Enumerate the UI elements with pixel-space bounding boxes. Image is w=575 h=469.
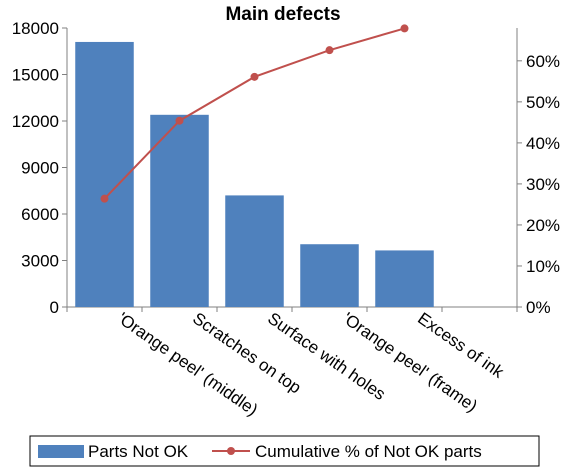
y-tick-label: 12000 [12, 112, 59, 131]
y2-tick-label: 10% [526, 257, 560, 276]
bar [300, 244, 359, 307]
category-labels: 'Orange peel' (middle)Scratches on topSu… [114, 309, 507, 420]
bar [75, 41, 134, 307]
cumulative-point [325, 46, 334, 55]
y-tick-label: 3000 [21, 252, 59, 271]
y2-tick-label: 30% [526, 175, 560, 194]
y2-tick-label: 50% [526, 93, 560, 112]
bar [375, 250, 434, 307]
legend-item-bar: Parts Not OK [88, 442, 189, 461]
cumulative-point [250, 72, 259, 81]
legend-item-line: Cumulative % of Not OK parts [255, 442, 482, 461]
y-tick-label: 0 [50, 298, 59, 317]
line-series [100, 24, 409, 203]
legend-line-marker [227, 447, 235, 455]
legend-box [29, 435, 540, 467]
legend-bar-swatch [38, 445, 84, 458]
bar [150, 114, 209, 307]
y2-tick-label: 20% [526, 216, 560, 235]
bar-series [75, 41, 434, 307]
cumulative-point [400, 24, 409, 33]
legend: Parts Not OK Cumulative % of Not OK part… [29, 435, 540, 467]
x-category-label: 'Orange peel' (frame) [339, 309, 481, 416]
y2-tick-label: 0% [526, 298, 551, 317]
cumulative-point [100, 194, 109, 203]
y-tick-label: 9000 [21, 159, 59, 178]
y-tick-label: 6000 [21, 205, 59, 224]
y-tick-label: 18000 [12, 19, 59, 38]
y2-tick-label: 60% [526, 52, 560, 71]
axes: 0 3000 6000 9000 12000 15000 18000 0% 10% 20% 30% 4… [12, 19, 560, 317]
y-tick-label: 15000 [12, 66, 59, 85]
cumulative-line [103, 27, 405, 200]
cumulative-point [175, 116, 184, 125]
chart-title: Main defects [225, 4, 340, 25]
x-category-label: 'Orange peel' (middle) [114, 309, 261, 420]
y2-tick-label: 40% [526, 134, 560, 153]
bar [225, 195, 284, 307]
